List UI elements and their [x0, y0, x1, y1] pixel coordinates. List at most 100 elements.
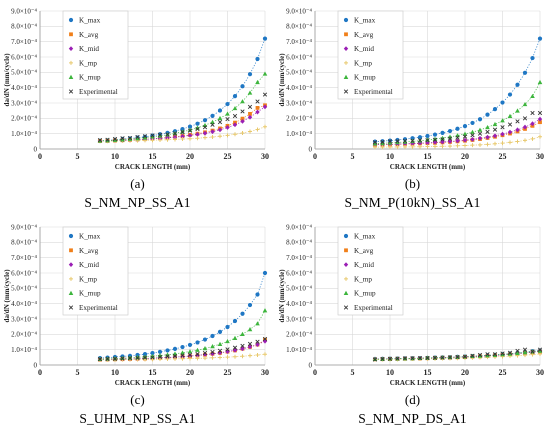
- x-tick-label: 15: [424, 368, 432, 377]
- data-point: [462, 354, 468, 359]
- data-point: [247, 72, 253, 77]
- legend-marker: [68, 89, 74, 94]
- data-point: [492, 107, 498, 112]
- data-point: [478, 142, 482, 147]
- y-tick-label: 2.0×10⁻⁴: [11, 115, 37, 123]
- data-point: [165, 348, 170, 353]
- data-point: [187, 128, 193, 133]
- data-point: [522, 70, 528, 75]
- data-point: [217, 108, 223, 113]
- data-point: [372, 141, 378, 146]
- data-point: [225, 133, 230, 138]
- y-tick-label: 6.0×10⁻⁴: [286, 269, 312, 277]
- data-point: [515, 119, 520, 124]
- legend-label: K_avg: [354, 247, 374, 255]
- data-point: [255, 321, 260, 326]
- data-point: [395, 145, 400, 150]
- data-point: [447, 128, 453, 134]
- data-point: [233, 132, 237, 137]
- data-point: [195, 125, 200, 130]
- y-axis-title: da/dN (mm/cycle): [278, 269, 286, 323]
- data-point: [157, 349, 163, 354]
- data-point: [537, 110, 543, 116]
- data-point: [187, 353, 193, 359]
- y-tick-label: 0: [34, 361, 38, 369]
- data-point: [432, 132, 438, 137]
- data-point: [417, 355, 423, 361]
- data-point: [425, 133, 430, 139]
- data-point: [165, 357, 170, 362]
- legend-marker: [69, 60, 73, 65]
- data-point: [180, 356, 185, 361]
- data-point: [470, 143, 475, 148]
- y-tick-label: 8.0×10⁻⁴: [286, 23, 312, 31]
- data-point: [372, 140, 378, 145]
- data-point: [240, 354, 245, 359]
- y-tick-label: 9.0×10⁻⁴: [11, 7, 37, 15]
- data-point: [195, 132, 200, 137]
- legend-label: Experimental: [79, 304, 118, 312]
- data-point: [187, 342, 193, 348]
- data-point: [157, 132, 163, 137]
- legend-label: Experimental: [354, 304, 393, 312]
- legend-marker: [68, 262, 74, 267]
- data-point: [455, 126, 460, 131]
- x-tick-label: 25: [499, 368, 507, 377]
- data-point: [180, 350, 185, 355]
- series-experimental: [372, 110, 543, 145]
- y-tick-label: 7.0×10⁻⁴: [11, 254, 37, 262]
- data-point: [202, 352, 208, 357]
- y-tick-label: 6.0×10⁻⁴: [11, 269, 37, 277]
- data-point: [225, 111, 230, 116]
- data-point: [240, 84, 245, 89]
- trend-line: [99, 310, 266, 360]
- data-point: [387, 139, 393, 144]
- legend-marker: [343, 46, 349, 51]
- legend-box: [62, 10, 129, 100]
- y-tick-label: 1.0×10⁻⁴: [286, 346, 312, 354]
- data-point: [380, 356, 385, 362]
- data-point: [262, 92, 268, 97]
- data-point: [255, 353, 260, 358]
- y-tick-label: 8.0×10⁻⁴: [11, 239, 37, 247]
- trend-line: [374, 38, 541, 142]
- x-axis-title: CRACK LENGTH (mm): [390, 379, 466, 387]
- data-point: [180, 130, 185, 135]
- legend: K_max K_avg K_mid K_mp K_mup Experimental: [62, 10, 129, 100]
- y-tick-label: 5.0×10⁻⁴: [286, 69, 312, 77]
- data-point: [97, 357, 103, 362]
- legend-label: K_mup: [79, 74, 101, 82]
- data-point: [248, 353, 252, 358]
- data-point: [537, 347, 543, 352]
- data-point: [470, 129, 475, 134]
- data-point: [255, 127, 260, 132]
- legend-box: [337, 226, 404, 316]
- data-point: [262, 71, 268, 76]
- data-point: [247, 344, 253, 350]
- data-point: [120, 136, 125, 141]
- data-point: [447, 136, 453, 141]
- legend-label: K_mid: [79, 261, 99, 269]
- legend-marker: [344, 276, 348, 281]
- trend-line: [100, 353, 266, 361]
- data-point: [395, 137, 400, 143]
- x-tick-label: 0: [313, 152, 317, 161]
- data-point: [515, 108, 520, 113]
- data-point: [142, 352, 148, 357]
- data-point: [142, 354, 148, 359]
- data-point: [410, 138, 415, 143]
- data-point: [150, 350, 155, 356]
- data-point: [172, 134, 178, 140]
- legend: K_max K_avg K_mid K_mp K_mup Experimental: [62, 226, 129, 316]
- chart-svg: 0 1.0×10⁻⁴ 2.0×10⁻⁴ 3.0×10⁻⁴ 4.0×10⁻⁴ 5.0×10⁻…: [3, 7, 269, 171]
- data-point: [448, 144, 452, 149]
- data-point: [157, 354, 163, 359]
- data-point: [432, 140, 438, 145]
- data-point: [150, 138, 155, 143]
- chart-panel: 0 1.0×10⁻⁴ 2.0×10⁻⁴ 3.0×10⁻⁴ 4.0×10⁻⁴ 5.0×10⁻…: [275, 0, 550, 216]
- data-point: [202, 122, 208, 128]
- data-point: [217, 329, 223, 334]
- data-point: [150, 134, 155, 139]
- data-point: [195, 352, 200, 358]
- legend-marker: [69, 276, 73, 281]
